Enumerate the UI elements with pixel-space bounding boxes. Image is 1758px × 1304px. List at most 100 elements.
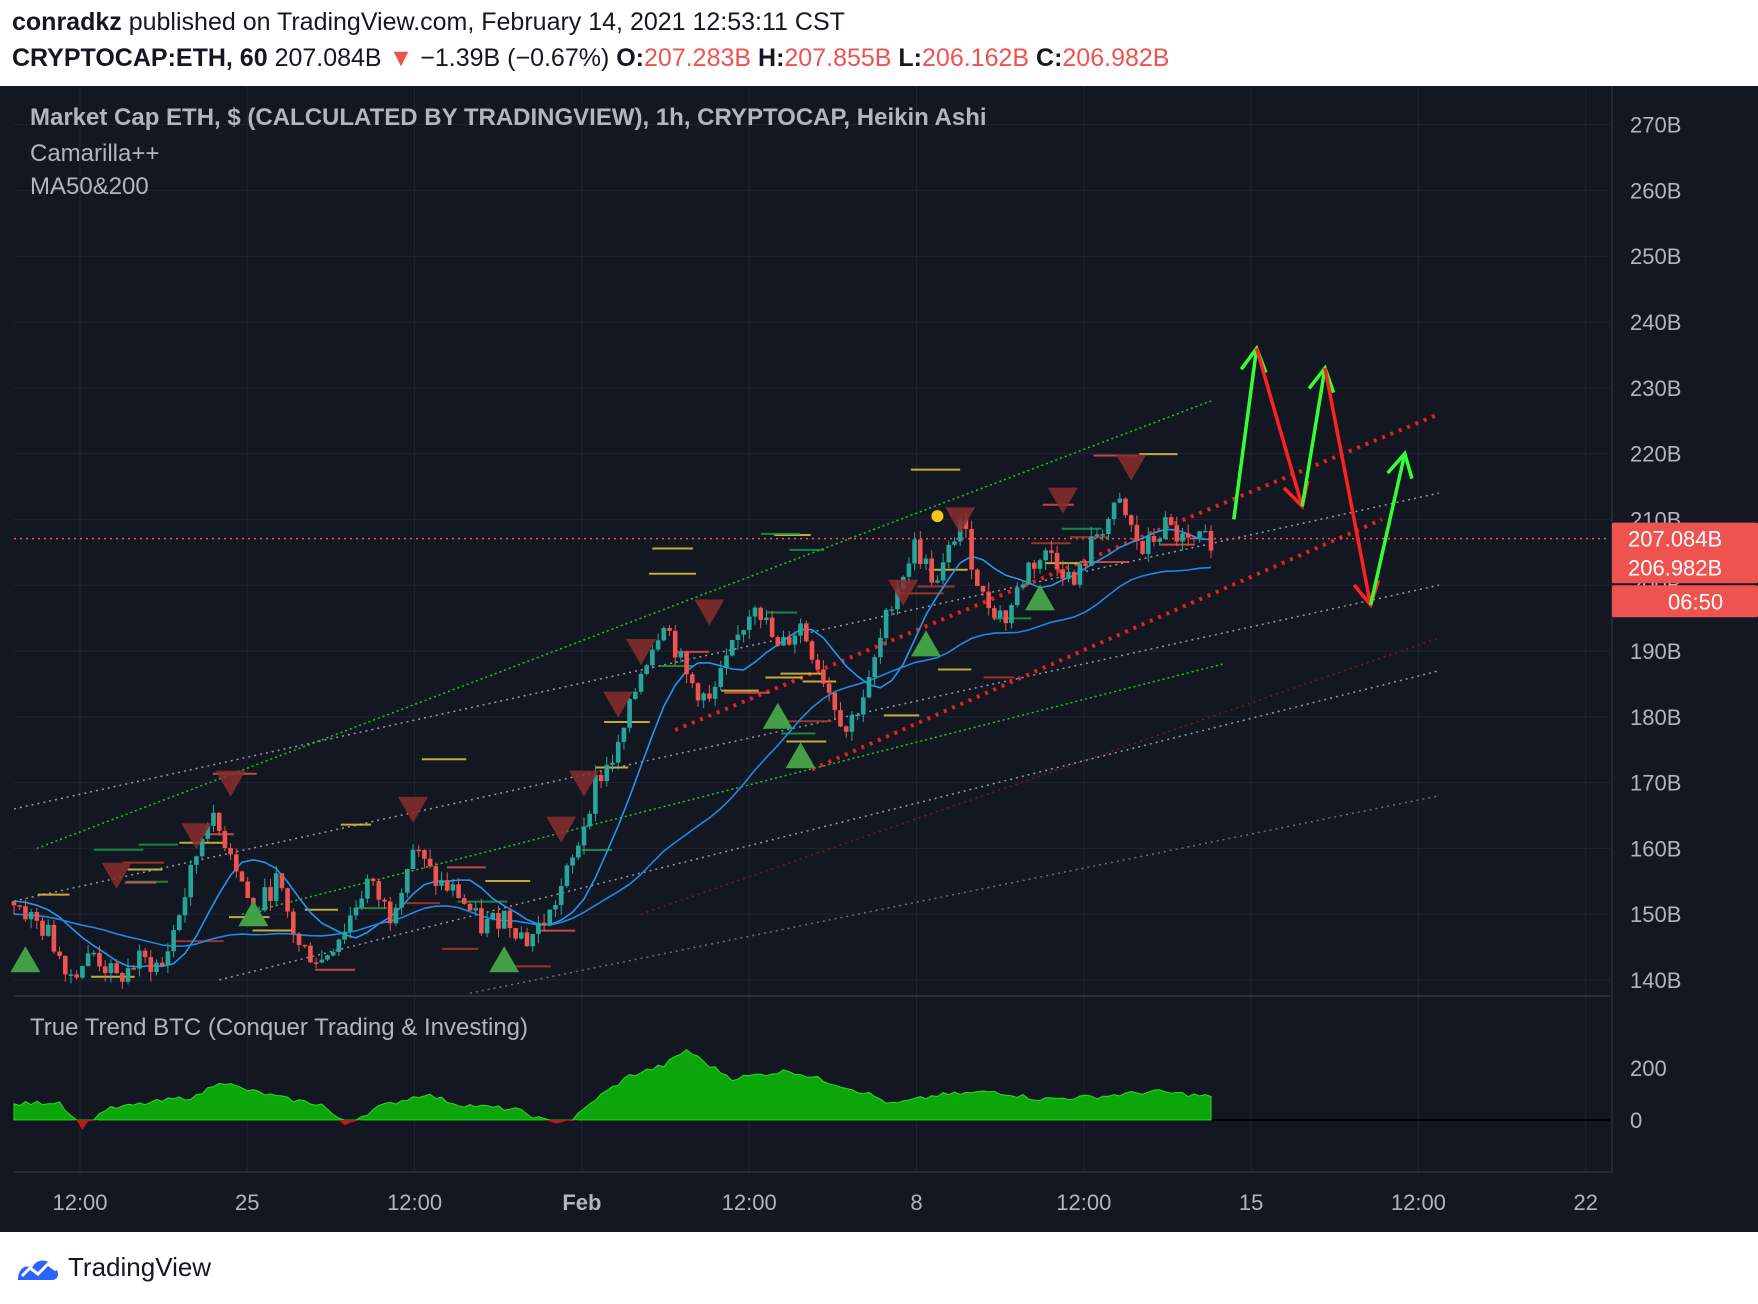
price-tick-label: 220B — [1630, 442, 1681, 467]
candle-body — [80, 966, 85, 978]
sell-signal-marker — [603, 691, 634, 718]
candle-body — [273, 873, 279, 901]
candle-body — [142, 950, 148, 958]
sell-signal-marker — [398, 796, 428, 823]
candle-body — [501, 910, 507, 929]
candle-body — [558, 885, 564, 906]
candle-body — [735, 634, 741, 640]
candle-body — [946, 544, 952, 563]
price-chart[interactable]: 140B150B160B170B180B190B200B210B220B230B… — [0, 86, 1758, 1232]
oscillator-negative-area — [14, 1120, 1211, 1130]
candle-body — [382, 899, 387, 902]
candle-body — [462, 898, 467, 904]
price-tick-label: 140B — [1630, 968, 1681, 993]
candle-body — [553, 905, 558, 910]
candle-body — [667, 627, 672, 631]
indicator-true-trend[interactable]: True Trend BTC (Conquer Trading & Invest… — [30, 1014, 528, 1041]
candle-body — [422, 850, 427, 859]
candle-body — [199, 838, 205, 857]
candle-body — [194, 856, 199, 865]
ma200-line — [13, 566, 1212, 948]
candle-body — [1140, 540, 1145, 554]
candle-body — [969, 528, 974, 570]
candle-body — [456, 884, 461, 899]
indicator-camarilla[interactable]: Camarilla++ — [30, 140, 160, 167]
candle-body — [330, 951, 336, 956]
candle-body — [832, 692, 838, 711]
sell-signal-marker — [1116, 454, 1147, 481]
sell-signal-marker — [1047, 487, 1078, 514]
footer-bar: TradingView — [0, 1232, 1758, 1304]
candle-body — [889, 609, 895, 611]
candle-body — [975, 569, 980, 587]
candle-body — [661, 627, 667, 641]
candle-body — [23, 906, 28, 920]
candle-body — [912, 539, 917, 564]
candle-body — [707, 693, 712, 699]
candle-body — [302, 944, 307, 947]
candle-body — [313, 962, 319, 964]
candle-body — [216, 812, 222, 832]
open-value: 207.283B — [644, 44, 752, 72]
author-name[interactable]: conradkz — [12, 8, 122, 36]
projection-arrows — [1232, 344, 1414, 609]
candle-body — [536, 922, 541, 935]
last-price: 207.084B — [274, 44, 382, 72]
candle-body — [672, 630, 678, 658]
candle-body — [40, 920, 45, 936]
candle-body — [781, 637, 786, 646]
candle-body — [57, 951, 62, 956]
candle-body — [410, 849, 416, 869]
candle-body — [159, 962, 165, 966]
candle-body — [68, 974, 74, 976]
trend-line — [36, 400, 1212, 850]
time-tick-label: 8 — [910, 1190, 922, 1215]
candle-body — [97, 952, 102, 967]
camarilla-levels — [37, 453, 1196, 978]
published-info: published on TradingView.com, February 1… — [128, 8, 845, 36]
candle-body — [1185, 533, 1191, 538]
candle-body — [1037, 560, 1043, 569]
candle-body — [1049, 550, 1054, 553]
price-badge — [1612, 585, 1758, 618]
brand-name[interactable]: TradingView — [68, 1252, 212, 1282]
candle-body — [427, 858, 433, 867]
candle-body — [234, 854, 239, 872]
ma50-line — [13, 528, 1212, 968]
candle-body — [513, 928, 518, 939]
candle-body — [861, 697, 866, 715]
candle-body — [690, 674, 695, 684]
candle-body — [507, 910, 513, 929]
candle-body — [239, 871, 245, 882]
candle-body — [872, 657, 877, 678]
candle-body — [308, 945, 313, 963]
publish-line: conradkz published on TradingView.com, F… — [12, 8, 845, 37]
candle-body — [655, 640, 661, 650]
candle-body — [433, 866, 439, 886]
candle-body — [633, 691, 638, 699]
candle-body — [1083, 563, 1088, 566]
candle-body — [587, 813, 592, 827]
candle-body — [940, 562, 946, 581]
candle-body — [268, 887, 273, 901]
price-tick-label: 270B — [1630, 113, 1681, 138]
indicator-ma[interactable]: MA50&200 — [30, 173, 149, 200]
sell-signal-marker — [694, 599, 725, 626]
buy-signal-marker — [238, 900, 269, 927]
sell-signal-marker — [215, 770, 246, 797]
candle-body — [1032, 562, 1037, 569]
low-label: L: — [898, 44, 923, 72]
up-arrow-segment — [1232, 348, 1259, 520]
candle-body — [1123, 498, 1128, 516]
candle-body — [786, 637, 792, 645]
chart-legend-title[interactable]: Market Cap ETH, $ (CALCULATED BY TRADING… — [30, 104, 987, 131]
candle-body — [125, 968, 131, 982]
candle-body — [849, 715, 855, 732]
candle-body — [918, 539, 923, 565]
trend-line — [811, 517, 1383, 772]
candle-body — [792, 635, 798, 645]
candle-body — [296, 933, 302, 945]
sell-signal-marker — [181, 823, 212, 850]
candle-body — [678, 652, 684, 658]
price-tick-label: 180B — [1630, 705, 1681, 730]
